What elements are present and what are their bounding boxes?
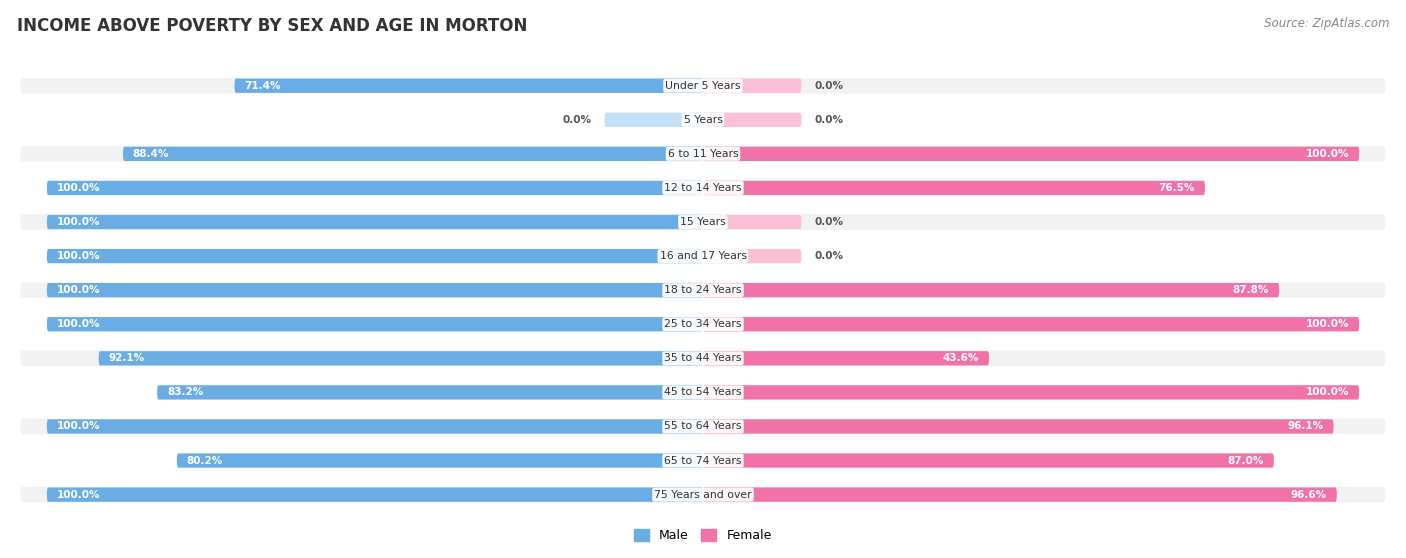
Text: 96.6%: 96.6% bbox=[1291, 489, 1327, 499]
FancyBboxPatch shape bbox=[703, 419, 1333, 434]
Text: 76.5%: 76.5% bbox=[1159, 183, 1195, 193]
Text: 65 to 74 Years: 65 to 74 Years bbox=[664, 455, 742, 465]
FancyBboxPatch shape bbox=[703, 351, 988, 365]
Text: 45 to 54 Years: 45 to 54 Years bbox=[664, 387, 742, 397]
FancyBboxPatch shape bbox=[21, 146, 1385, 162]
Text: 100.0%: 100.0% bbox=[1306, 387, 1350, 397]
Text: 0.0%: 0.0% bbox=[814, 251, 844, 261]
FancyBboxPatch shape bbox=[21, 418, 1385, 434]
Text: 100.0%: 100.0% bbox=[56, 421, 100, 431]
Text: 43.6%: 43.6% bbox=[943, 353, 979, 363]
FancyBboxPatch shape bbox=[98, 351, 703, 365]
Text: 87.8%: 87.8% bbox=[1233, 285, 1270, 295]
FancyBboxPatch shape bbox=[21, 214, 1385, 230]
Text: 100.0%: 100.0% bbox=[1306, 319, 1350, 329]
Text: 5 Years: 5 Years bbox=[683, 115, 723, 125]
Text: Source: ZipAtlas.com: Source: ZipAtlas.com bbox=[1264, 17, 1389, 30]
Text: 25 to 34 Years: 25 to 34 Years bbox=[664, 319, 742, 329]
Text: 100.0%: 100.0% bbox=[56, 251, 100, 261]
Text: 100.0%: 100.0% bbox=[1306, 149, 1350, 159]
FancyBboxPatch shape bbox=[46, 317, 703, 331]
Text: 100.0%: 100.0% bbox=[56, 489, 100, 499]
FancyBboxPatch shape bbox=[235, 79, 703, 93]
FancyBboxPatch shape bbox=[46, 249, 703, 263]
FancyBboxPatch shape bbox=[703, 79, 801, 93]
FancyBboxPatch shape bbox=[703, 385, 1360, 400]
FancyBboxPatch shape bbox=[703, 147, 1360, 161]
Text: 12 to 14 Years: 12 to 14 Years bbox=[664, 183, 742, 193]
Text: 96.1%: 96.1% bbox=[1288, 421, 1323, 431]
Text: 71.4%: 71.4% bbox=[245, 81, 281, 91]
FancyBboxPatch shape bbox=[21, 248, 1385, 264]
FancyBboxPatch shape bbox=[703, 249, 801, 263]
Text: 80.2%: 80.2% bbox=[187, 455, 224, 465]
FancyBboxPatch shape bbox=[46, 215, 703, 229]
FancyBboxPatch shape bbox=[703, 488, 1337, 502]
FancyBboxPatch shape bbox=[605, 113, 703, 127]
FancyBboxPatch shape bbox=[703, 181, 1205, 195]
FancyBboxPatch shape bbox=[21, 487, 1385, 502]
Text: 16 and 17 Years: 16 and 17 Years bbox=[659, 251, 747, 261]
FancyBboxPatch shape bbox=[21, 282, 1385, 298]
Text: 100.0%: 100.0% bbox=[56, 183, 100, 193]
Text: 0.0%: 0.0% bbox=[814, 81, 844, 91]
Text: 18 to 24 Years: 18 to 24 Years bbox=[664, 285, 742, 295]
Text: 35 to 44 Years: 35 to 44 Years bbox=[664, 353, 742, 363]
FancyBboxPatch shape bbox=[21, 384, 1385, 400]
FancyBboxPatch shape bbox=[177, 454, 703, 468]
FancyBboxPatch shape bbox=[703, 113, 801, 127]
Text: INCOME ABOVE POVERTY BY SEX AND AGE IN MORTON: INCOME ABOVE POVERTY BY SEX AND AGE IN M… bbox=[17, 17, 527, 35]
Text: 100.0%: 100.0% bbox=[56, 217, 100, 227]
Legend: Male, Female: Male, Female bbox=[630, 525, 776, 547]
Text: 6 to 11 Years: 6 to 11 Years bbox=[668, 149, 738, 159]
FancyBboxPatch shape bbox=[157, 385, 703, 400]
FancyBboxPatch shape bbox=[703, 454, 1274, 468]
FancyBboxPatch shape bbox=[46, 283, 703, 297]
Text: 0.0%: 0.0% bbox=[814, 217, 844, 227]
FancyBboxPatch shape bbox=[21, 112, 1385, 128]
FancyBboxPatch shape bbox=[21, 350, 1385, 366]
Text: 100.0%: 100.0% bbox=[56, 285, 100, 295]
FancyBboxPatch shape bbox=[21, 180, 1385, 196]
Text: 100.0%: 100.0% bbox=[56, 319, 100, 329]
FancyBboxPatch shape bbox=[46, 419, 703, 434]
FancyBboxPatch shape bbox=[21, 453, 1385, 468]
FancyBboxPatch shape bbox=[46, 181, 703, 195]
Text: 92.1%: 92.1% bbox=[108, 353, 145, 363]
FancyBboxPatch shape bbox=[21, 316, 1385, 332]
FancyBboxPatch shape bbox=[703, 215, 801, 229]
Text: 55 to 64 Years: 55 to 64 Years bbox=[664, 421, 742, 431]
Text: 88.4%: 88.4% bbox=[132, 149, 169, 159]
Text: 0.0%: 0.0% bbox=[562, 115, 592, 125]
Text: 0.0%: 0.0% bbox=[814, 115, 844, 125]
FancyBboxPatch shape bbox=[122, 147, 703, 161]
FancyBboxPatch shape bbox=[703, 317, 1360, 331]
FancyBboxPatch shape bbox=[21, 78, 1385, 94]
Text: 75 Years and over: 75 Years and over bbox=[654, 489, 752, 499]
Text: 87.0%: 87.0% bbox=[1227, 455, 1264, 465]
FancyBboxPatch shape bbox=[703, 283, 1279, 297]
Text: Under 5 Years: Under 5 Years bbox=[665, 81, 741, 91]
Text: 83.2%: 83.2% bbox=[167, 387, 204, 397]
FancyBboxPatch shape bbox=[46, 488, 703, 502]
Text: 15 Years: 15 Years bbox=[681, 217, 725, 227]
